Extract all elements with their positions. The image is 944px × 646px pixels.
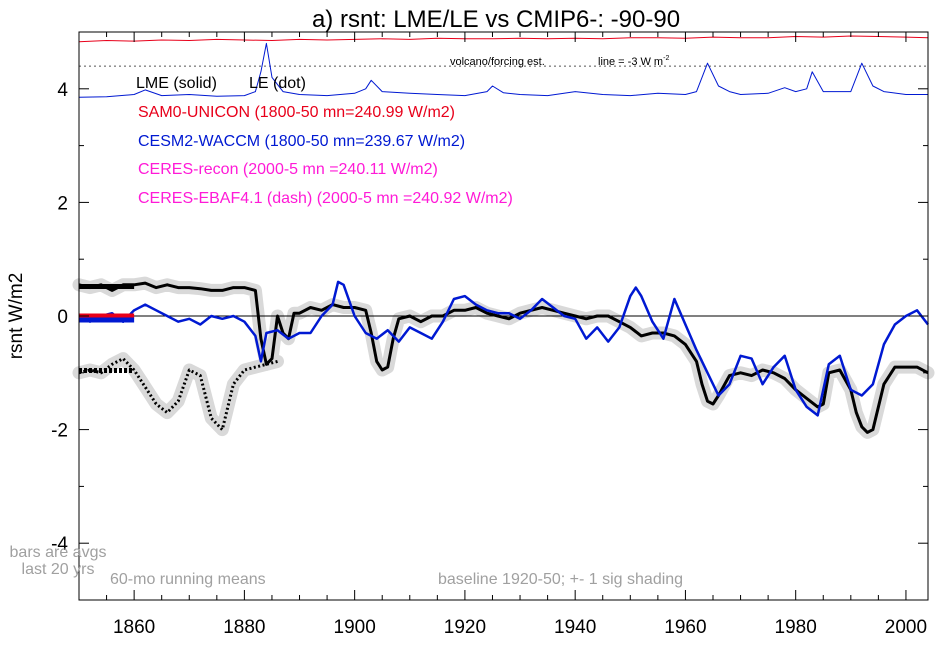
y-tick-label: 4 bbox=[57, 80, 68, 101]
shading-le_dot bbox=[72, 352, 284, 437]
x-tick-label: 1860 bbox=[113, 617, 155, 638]
series-cesm2_waccm bbox=[78, 280, 929, 417]
series-sam0_volcano bbox=[78, 35, 929, 43]
legend-le-style: LE (dot) bbox=[249, 75, 306, 92]
x-tick-label: 1960 bbox=[664, 617, 706, 638]
legend-lme-style: LME (solid) bbox=[136, 75, 217, 92]
x-tick-label: 1980 bbox=[775, 617, 817, 638]
running-means-note: 60-mo running means bbox=[110, 571, 266, 588]
bars-note-line1: bars are avgs bbox=[10, 544, 107, 561]
bars-note-line2: last 20 yrs bbox=[22, 561, 95, 578]
x-tick-label: 1900 bbox=[334, 617, 376, 638]
x-tick-label: 1940 bbox=[554, 617, 596, 638]
series-le_dot bbox=[78, 357, 278, 432]
y-axis-label: rsnt W/m2 bbox=[6, 273, 27, 360]
forcing-line-label-text: line = -3 W m bbox=[598, 56, 663, 68]
baseline-note: baseline 1920-50; +- 1 sig shading bbox=[438, 571, 683, 588]
legend-entry-ceres-recon: CERES-recon (2000-5 mn =240.11 W/m2) bbox=[138, 161, 438, 178]
legend-entry-ceres-ebaf: CERES-EBAF4.1 (dash) (2000-5 mn =240.92 … bbox=[138, 190, 513, 207]
x-tick-label: 1880 bbox=[223, 617, 265, 638]
volcano-forcing-label: volcano/forcing est. bbox=[450, 56, 545, 68]
legend-entry-sam0-unicon: SAM0-UNICON (1800-50 mn=240.99 W/m2) bbox=[138, 104, 455, 121]
x-tick-label: 1920 bbox=[444, 617, 486, 638]
forcing-line-label-superscript: -2 bbox=[663, 55, 669, 62]
series-cesm2_volcano bbox=[78, 42, 928, 98]
y-tick-label: -4 bbox=[51, 534, 68, 555]
uncertainty-shading bbox=[72, 276, 935, 439]
y-tick-label: 2 bbox=[57, 193, 68, 214]
axis-ticks: 1860 1880 1900 1920 1940 1960 1980 2000 -4 -2 0 2 4 bbox=[51, 31, 928, 638]
forcing-line-label: line = -3 W m-2 bbox=[598, 55, 669, 68]
legend-entry-cesm2-waccm: CESM2-WACCM (1800-50 mn=239.67 W/m2) bbox=[138, 133, 465, 150]
chart-title: a) rsnt: LME/LE vs CMIP6-: -90-90 bbox=[312, 6, 680, 33]
y-tick-label: -2 bbox=[51, 421, 68, 442]
y-tick-label: 0 bbox=[57, 307, 68, 328]
series-lines bbox=[78, 35, 929, 434]
x-tick-label: 2000 bbox=[885, 617, 927, 638]
